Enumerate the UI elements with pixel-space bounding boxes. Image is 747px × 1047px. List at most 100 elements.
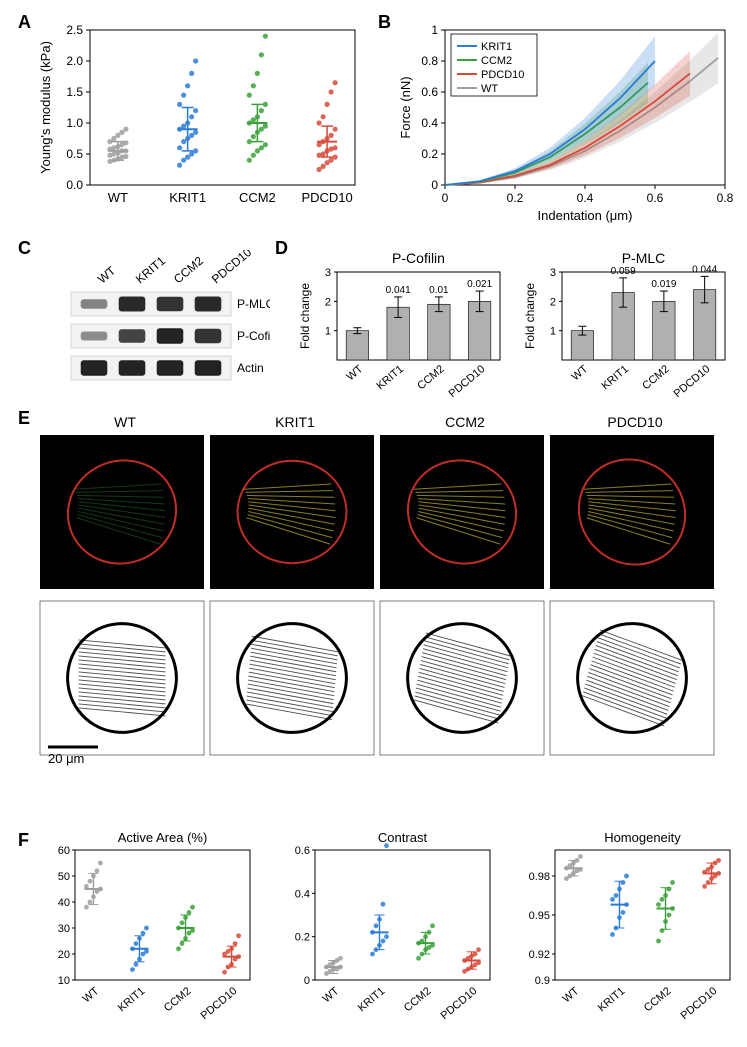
svg-text:1: 1 [325,326,331,338]
svg-text:CCM2: CCM2 [640,363,672,392]
svg-text:WT: WT [481,83,498,95]
svg-text:PDCD10: PDCD10 [447,363,488,400]
panelF-activearea: Active Area (%)102030405060WTKRIT1CCM2PD… [35,830,260,1035]
svg-text:40: 40 [58,897,70,909]
svg-text:KRIT1: KRIT1 [275,415,315,430]
svg-text:KRIT1: KRIT1 [481,41,512,53]
svg-text:KRIT1: KRIT1 [356,985,388,1014]
panelF-homogeneity: Homogeneity 0.9 0.92 0.95 0.98 WT KRIT1 CCM2PDC… [515,830,740,1035]
svg-text:Homogeneity: Homogeneity [604,830,681,845]
label-F: F [18,830,29,851]
svg-text:0.4: 0.4 [577,191,594,205]
svg-text:3: 3 [325,267,331,279]
svg-text:0.6: 0.6 [647,191,664,205]
svg-text:CCM2: CCM2 [239,190,276,205]
svg-text:1.0: 1.0 [66,116,83,130]
svg-text:Young's modulus (kPa): Young's modulus (kPa) [38,41,53,174]
svg-text:0.044: 0.044 [692,264,717,275]
svg-text:WT: WT [344,363,365,383]
svg-text:2: 2 [325,296,331,308]
svg-text:0.8: 0.8 [421,54,438,68]
svg-text:0.98: 0.98 [529,871,550,883]
svg-text:PDCD10: PDCD10 [199,985,240,1022]
svg-text:WT: WT [561,985,582,1005]
svg-text:0.059: 0.059 [611,266,636,277]
svg-text:CCM2: CCM2 [171,254,206,287]
svg-text:0.4: 0.4 [421,116,438,130]
svg-text:0.9: 0.9 [535,975,550,987]
svg-text:KRIT1: KRIT1 [599,363,631,392]
svg-text:0.95: 0.95 [529,910,550,922]
svg-text:2.5: 2.5 [66,23,83,37]
svg-text:1: 1 [431,23,438,37]
svg-text:50: 50 [58,871,70,883]
svg-text:1: 1 [550,326,556,338]
svg-text:WT: WT [81,985,102,1005]
svg-text:WT: WT [108,190,128,205]
svg-text:KRIT1: KRIT1 [374,363,406,392]
svg-text:0.4: 0.4 [295,888,310,900]
svg-text:0: 0 [431,178,438,192]
svg-text:0.6: 0.6 [295,845,310,857]
svg-text:WT: WT [114,415,136,430]
panelE-microscopy: WTKRIT1CCM2PDCD10P-MLCF-Actin20 μm [30,415,730,810]
svg-text:0.0: 0.0 [66,178,83,192]
svg-text:Active Area (%): Active Area (%) [118,830,208,845]
svg-text:P-MLC: P-MLC [622,250,666,266]
svg-text:Force (nN): Force (nN) [398,76,413,138]
svg-text:60: 60 [58,845,70,857]
svg-text:WT: WT [95,263,119,286]
svg-text:0.021: 0.021 [467,279,492,290]
svg-text:Fold change: Fold change [298,283,312,349]
panelD-bar-mlc: P-MLC 1 2 3 Fold change WT 0.059 KRIT1 0.019 CCM2… [520,250,735,410]
label-A: A [18,12,31,33]
svg-text:0.92: 0.92 [529,949,550,961]
svg-text:PDCD10: PDCD10 [607,415,662,430]
panelF-contrast: Contrast 0 0.2 0.4 0.6 WT KRIT1 CCM2PDCD10 [275,830,500,1035]
svg-text:P-Cofilin: P-Cofilin [237,329,270,343]
svg-text:KRIT1: KRIT1 [116,985,148,1014]
label-D: D [275,238,288,259]
svg-text:Actin: Actin [237,361,264,375]
svg-text:PDCD10: PDCD10 [481,69,524,81]
svg-text:CCM2: CCM2 [162,985,194,1014]
svg-text:0.2: 0.2 [507,191,524,205]
svg-text:CCM2: CCM2 [642,985,674,1014]
svg-text:KRIT1: KRIT1 [169,190,206,205]
svg-text:3: 3 [550,267,556,279]
svg-text:WT: WT [569,363,590,383]
svg-text:0.01: 0.01 [429,285,449,296]
svg-text:CCM2: CCM2 [402,985,434,1014]
svg-text:0.2: 0.2 [295,932,310,944]
svg-text:PDCD10: PDCD10 [679,985,720,1022]
svg-text:0.8: 0.8 [717,191,734,205]
label-B: B [378,12,391,33]
svg-text:Indentation (μm): Indentation (μm) [538,208,633,223]
label-E: E [18,408,30,429]
svg-text:CCM2: CCM2 [481,55,512,67]
svg-text:KRIT1: KRIT1 [133,254,168,287]
svg-text:2: 2 [550,296,556,308]
panelD-bar-cofilin: P-Cofilin123Fold changeWT0.041KRIT10.01C… [295,250,510,410]
svg-text:Contrast: Contrast [378,830,428,845]
svg-text:0.6: 0.6 [421,85,438,99]
svg-text:1.5: 1.5 [66,85,83,99]
svg-text:WT: WT [321,985,342,1005]
svg-text:P-MLC: P-MLC [237,297,270,311]
svg-text:20: 20 [58,949,70,961]
svg-text:KRIT1: KRIT1 [596,985,628,1014]
svg-text:CCM2: CCM2 [415,363,447,392]
svg-text:Fold change: Fold change [523,283,537,349]
svg-text:0.2: 0.2 [421,147,438,161]
figure-root: A B C D E F Young's modulus (kPa)0.00.51… [0,0,747,1047]
svg-text:0.5: 0.5 [66,147,83,161]
svg-text:PDCD10: PDCD10 [301,190,352,205]
svg-text:PDCD10: PDCD10 [439,985,480,1022]
svg-text:0: 0 [304,975,310,987]
svg-text:0.019: 0.019 [651,279,676,290]
panelB-curves: 00.20.40.60.800.20.40.60.81Indentation (… [395,20,735,230]
svg-text:30: 30 [58,923,70,935]
svg-text:PDCD10: PDCD10 [672,363,713,400]
svg-text:P-Cofilin: P-Cofilin [392,250,445,266]
svg-text:2.0: 2.0 [66,54,83,68]
